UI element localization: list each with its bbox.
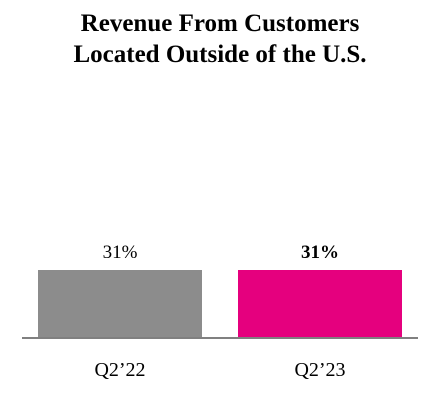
data-label-1: 31% (103, 242, 138, 263)
bars-group: 31% Q2’22 31% Q2’23 (38, 242, 402, 381)
category-label-1: Q2’22 (94, 359, 145, 381)
bar-1 (38, 270, 202, 338)
data-label-2: 31% (301, 242, 339, 263)
chart-title-line-1: Revenue From Customers (80, 10, 360, 37)
chart-title: Revenue From Customers Located Outside o… (0, 8, 440, 70)
chart-title-line-2: Located Outside of the U.S. (73, 41, 367, 68)
category-label-2: Q2’23 (294, 359, 345, 381)
bar-2 (238, 270, 402, 338)
